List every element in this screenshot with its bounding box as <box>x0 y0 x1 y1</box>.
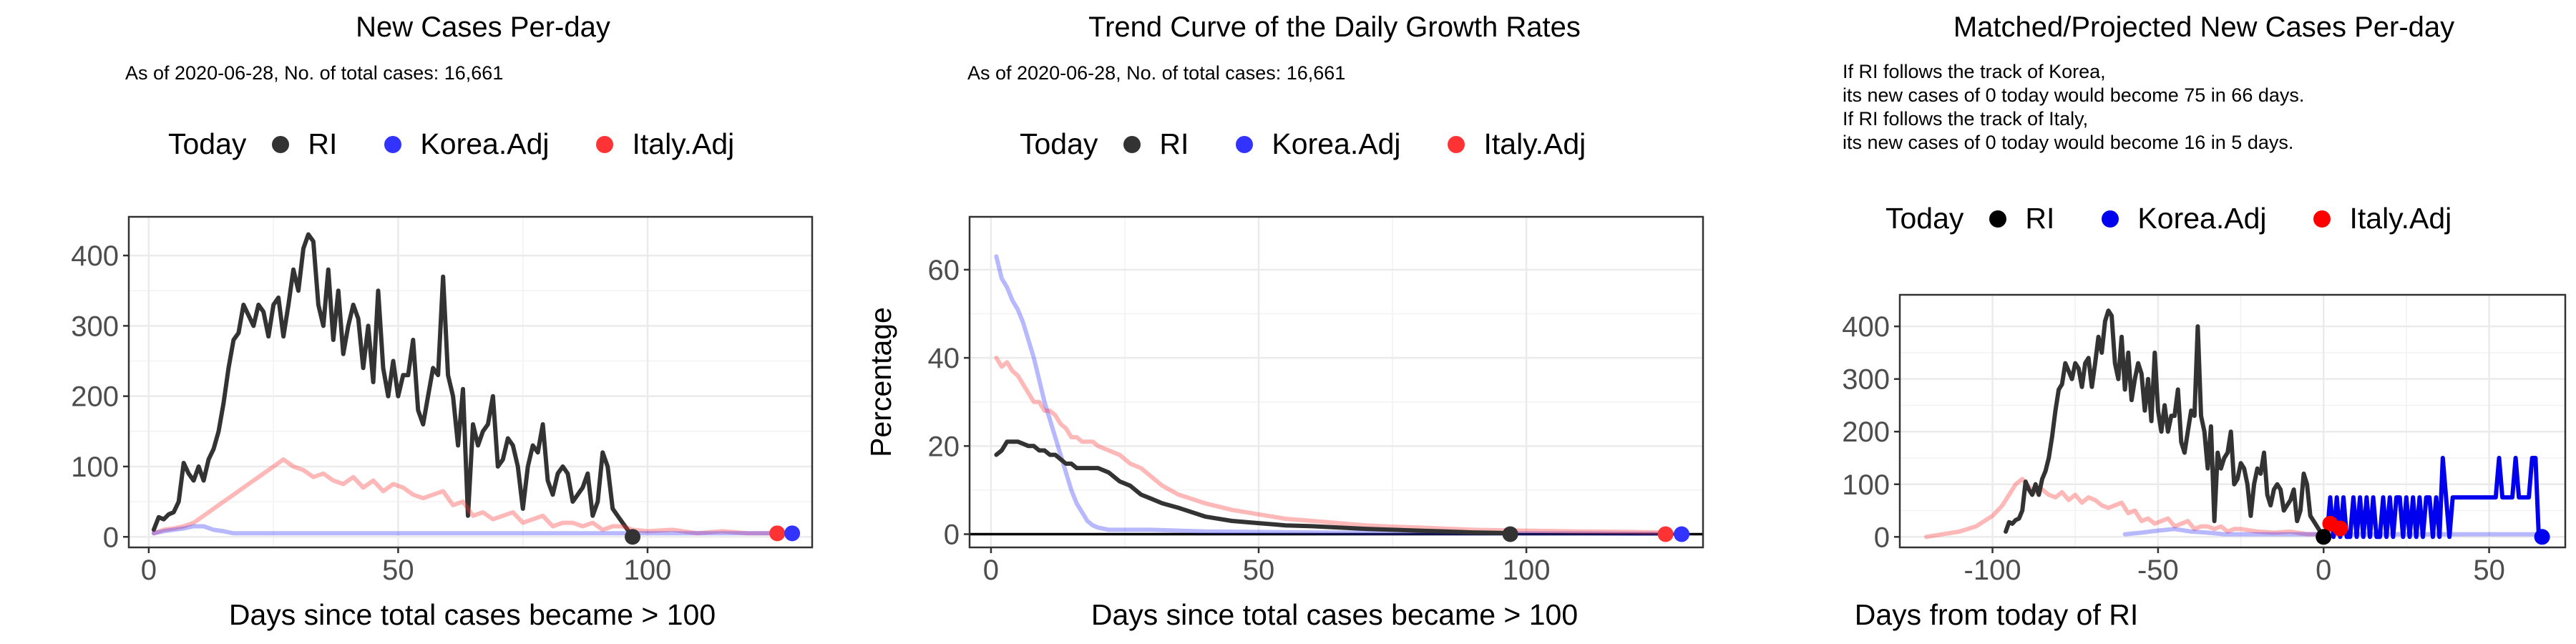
x-tick-label: -50 <box>2137 555 2179 586</box>
series-line <box>151 524 795 536</box>
legend-item-korea: Korea.Adj <box>1229 127 1440 161</box>
legend-label: RI <box>1159 127 1189 160</box>
y-tick-label: 0 <box>944 519 960 551</box>
legend-dot <box>596 135 614 153</box>
today-point <box>769 525 786 542</box>
legend-dot <box>2313 210 2331 228</box>
legend-dot <box>1236 135 1254 153</box>
series-line <box>994 439 1513 536</box>
series-line <box>2324 456 2545 540</box>
panel-projected: Matched/Projected New Cases Per-day If R… <box>1717 0 2576 644</box>
legend-label: Korea.Adj <box>1272 127 1401 160</box>
plot-area <box>1900 295 2565 547</box>
legend-item-ri: RI <box>1982 202 2094 235</box>
legend: Today RI Korea.Adj Italy.Adj <box>1020 127 1626 161</box>
x-tick-label: 50 <box>2473 555 2505 586</box>
legend-dot <box>1448 135 1465 153</box>
series-line <box>151 457 775 536</box>
legend-label: RI <box>2025 202 2055 235</box>
chart-new-cases: 0 50 100 0 100 200 300 400 Days since total case… <box>71 215 814 631</box>
y-tick-label: 100 <box>71 452 119 483</box>
legend: Today RI Korea.Adj Italy.Adj <box>168 127 774 161</box>
legend-item-korea: Korea.Adj <box>2094 202 2306 235</box>
legend-label: Italy.Adj <box>1483 127 1586 160</box>
x-tick-label: -100 <box>1964 555 2021 586</box>
chart-subtitle: As of 2020-06-28, No. of total cases: 16… <box>967 62 1346 84</box>
y-tick-label: 20 <box>928 431 960 462</box>
chart-title: Trend Curve of the Daily Growth Rates <box>1088 11 1581 43</box>
y-tick-label: 200 <box>71 381 119 413</box>
today-point <box>2316 529 2332 545</box>
x-tick-label: 0 <box>983 555 999 586</box>
legend-dot <box>384 135 402 153</box>
series-line <box>151 232 635 540</box>
y-tick-label: 400 <box>1842 311 1890 343</box>
today-point <box>784 525 801 542</box>
x-tick-label: 0 <box>2316 555 2331 586</box>
legend-item-ri: RI <box>1116 127 1229 161</box>
legend-label: Italy.Adj <box>632 127 735 160</box>
legend-item-italy: Italy.Adj <box>589 127 774 161</box>
x-tick-label: 100 <box>1503 555 1551 586</box>
x-axis-label: Days from today of RI <box>1855 598 2138 631</box>
y-tick-label: 200 <box>1842 416 1890 448</box>
series-line <box>994 254 1684 536</box>
legend-dot <box>1123 135 1141 153</box>
legend-label: Korea.Adj <box>420 127 550 160</box>
x-tick-label: 50 <box>382 555 414 586</box>
legend-title: Today <box>1020 127 1098 160</box>
y-tick-label: 60 <box>928 255 960 286</box>
y-tick-label: 0 <box>1874 522 1890 553</box>
series-line <box>994 356 1668 535</box>
legend-item-ri: RI <box>265 127 377 161</box>
today-point <box>2534 529 2550 545</box>
y-tick-label: 40 <box>928 343 960 374</box>
y-axis-label: Percentage <box>864 307 897 457</box>
today-point <box>1657 526 1674 542</box>
chart-growth-rates: 0 50 100 0 20 40 60 Days since total cases beca… <box>864 215 1704 631</box>
series-line <box>1924 477 2326 540</box>
x-axis-label: Days since total cases became > 100 <box>1091 598 1578 631</box>
legend-title: Today <box>168 127 247 160</box>
legend-label: RI <box>308 127 338 160</box>
chart-subtitle: As of 2020-06-28, No. of total cases: 16… <box>125 62 504 84</box>
chart-subtitle-line: If RI follows the track of Korea, <box>1843 61 2106 82</box>
legend-label: Italy.Adj <box>2349 202 2452 235</box>
today-point <box>1674 526 1690 542</box>
plot-border <box>1898 293 2567 549</box>
chart-subtitle-line: its new cases of 0 today would become 16… <box>1843 132 2294 153</box>
chart-title: Matched/Projected New Cases Per-day <box>1953 11 2455 43</box>
y-tick-label: 0 <box>103 522 119 553</box>
today-point <box>2332 520 2348 537</box>
chart-projected: -100 -50 0 50 0 100 200 300 400 Days from today o… <box>1842 293 2567 631</box>
series-line <box>2004 308 2326 540</box>
legend-title: Today <box>1885 202 1964 235</box>
panel-new-cases: New Cases Per-day As of 2020-06-28, No. … <box>0 0 859 644</box>
plot-border <box>968 215 1704 549</box>
legend-dot <box>1989 210 2007 228</box>
chart-title: New Cases Per-day <box>356 11 610 43</box>
y-tick-label: 300 <box>71 311 119 342</box>
legend-item-italy: Italy.Adj <box>2306 202 2492 235</box>
plot-area <box>970 217 1703 547</box>
y-tick-label: 300 <box>1842 364 1890 396</box>
panel-growth-rates: Trend Curve of the Daily Growth Rates As… <box>859 0 1717 644</box>
chart-subtitle-line: its new cases of 0 today would become 75… <box>1843 84 2305 106</box>
legend-dot <box>2102 210 2119 228</box>
chart-subtitle-line: If RI follows the track of Italy, <box>1843 108 2089 130</box>
legend-dot <box>272 135 290 153</box>
y-tick-label: 400 <box>71 240 119 272</box>
today-point <box>625 529 641 545</box>
y-tick-label: 100 <box>1842 469 1890 501</box>
x-axis-label: Days since total cases became > 100 <box>229 598 716 631</box>
today-point <box>1502 526 1518 542</box>
x-tick-label: 50 <box>1243 555 1275 586</box>
legend: Today RI Korea.Adj Italy.Adj <box>1885 202 2492 235</box>
legend-item-korea: Korea.Adj <box>377 127 589 161</box>
plot-border <box>127 215 814 549</box>
x-tick-label: 100 <box>624 555 672 586</box>
legend-label: Korea.Adj <box>2137 202 2267 235</box>
x-tick-label: 0 <box>141 555 157 586</box>
legend-item-italy: Italy.Adj <box>1440 127 1626 161</box>
